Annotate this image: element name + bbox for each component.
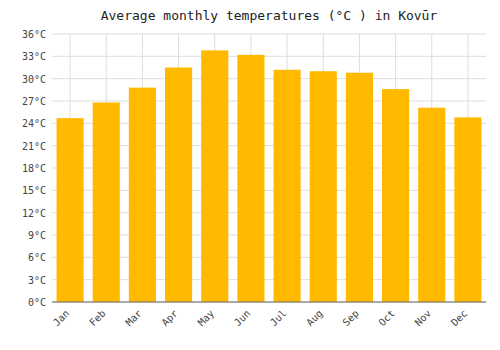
- y-tick-label: 12°C: [22, 208, 46, 219]
- x-tick-label: Feb: [87, 308, 108, 329]
- y-tick-label: 21°C: [22, 141, 46, 152]
- y-tick-label: 9°C: [28, 230, 46, 241]
- bar: [454, 117, 481, 302]
- x-tick-label: Jul: [268, 308, 289, 329]
- x-tick-label: Oct: [376, 308, 397, 329]
- bar: [201, 50, 228, 302]
- y-tick-label: 0°C: [28, 297, 46, 308]
- grid: [52, 34, 486, 302]
- x-tick-label: Jan: [51, 308, 72, 329]
- x-tick-label: Aug: [304, 308, 325, 329]
- y-tick-label: 30°C: [22, 74, 46, 85]
- y-grid-line: [52, 78, 486, 79]
- bars: [57, 50, 482, 302]
- x-axis-line: [52, 302, 486, 303]
- y-tick-label: 33°C: [22, 51, 46, 62]
- x-tick-label: May: [196, 308, 217, 329]
- y-tick-label: 36°C: [22, 29, 46, 40]
- y-grid-line: [52, 56, 486, 57]
- y-tick-label: 15°C: [22, 185, 46, 196]
- y-grid-line: [52, 302, 486, 303]
- bar: [310, 71, 337, 302]
- y-tick-label: 24°C: [22, 118, 46, 129]
- y-tick-label: 18°C: [22, 163, 46, 174]
- bar: [165, 68, 192, 303]
- x-tick-label: Mar: [123, 308, 144, 329]
- x-tick-label: Dec: [449, 308, 470, 329]
- bar: [418, 108, 445, 302]
- bar: [346, 73, 373, 302]
- y-grid-line: [52, 34, 486, 35]
- y-tick-label: 27°C: [22, 96, 46, 107]
- x-tick-label: Jun: [232, 308, 253, 329]
- bar: [57, 118, 84, 302]
- bar: [129, 88, 156, 302]
- bar: [382, 89, 409, 302]
- title: Average monthly temperatures (°C ) in Ko…: [101, 8, 438, 23]
- x-tick-label: Nov: [413, 308, 434, 329]
- y-grid-line: [52, 101, 486, 102]
- y-tick-label: 3°C: [28, 275, 46, 286]
- bar: [237, 55, 264, 302]
- x-tick-label: Apr: [159, 308, 180, 329]
- x-tick-label: Sep: [340, 308, 361, 329]
- bar: [274, 70, 301, 302]
- bar: [93, 102, 120, 302]
- chart: Average monthly temperatures (°C ) in Ko…: [0, 0, 500, 350]
- y-tick-label: 6°C: [28, 252, 46, 263]
